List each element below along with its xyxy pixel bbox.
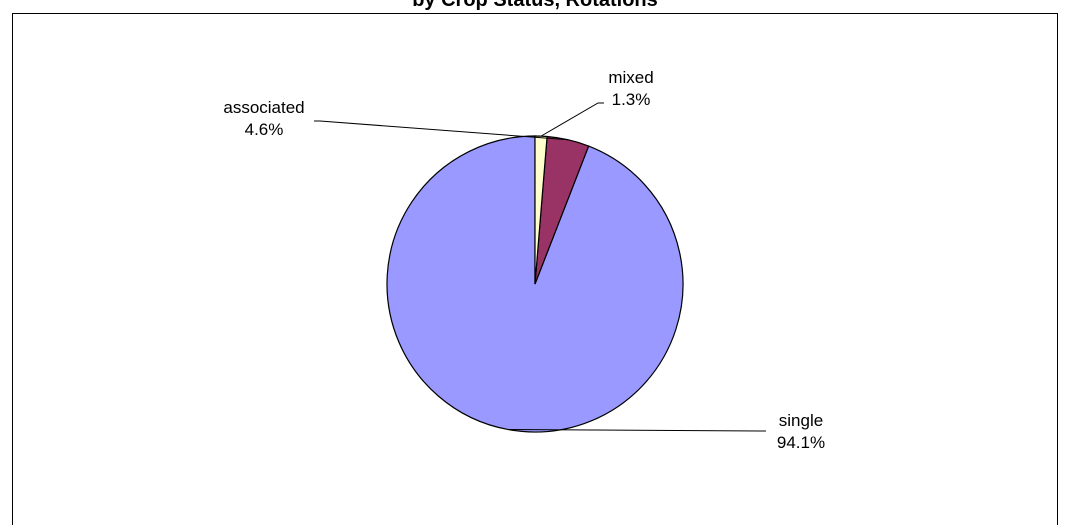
chart-title: by Crop Status, Rotations	[412, 0, 658, 11]
leader-line-mixed	[540, 102, 604, 137]
pie-slices	[386, 135, 684, 433]
slice-value-associated: 4.6%	[245, 120, 284, 139]
slice-value-mixed: 1.3%	[612, 90, 651, 109]
slice-value-single: 94.1%	[777, 433, 825, 452]
slice-label-mixed: mixed	[608, 68, 653, 87]
pie-slice-mixed	[534, 135, 548, 285]
slice-label-single: single	[779, 411, 823, 430]
leader-lines	[314, 102, 766, 432]
slice-labels: single 94.1% associated 4.6% mixed 1.3%	[223, 68, 825, 452]
leader-line-single	[507, 428, 766, 432]
leader-line-associated	[314, 120, 569, 141]
slice-label-associated: associated	[223, 98, 304, 117]
